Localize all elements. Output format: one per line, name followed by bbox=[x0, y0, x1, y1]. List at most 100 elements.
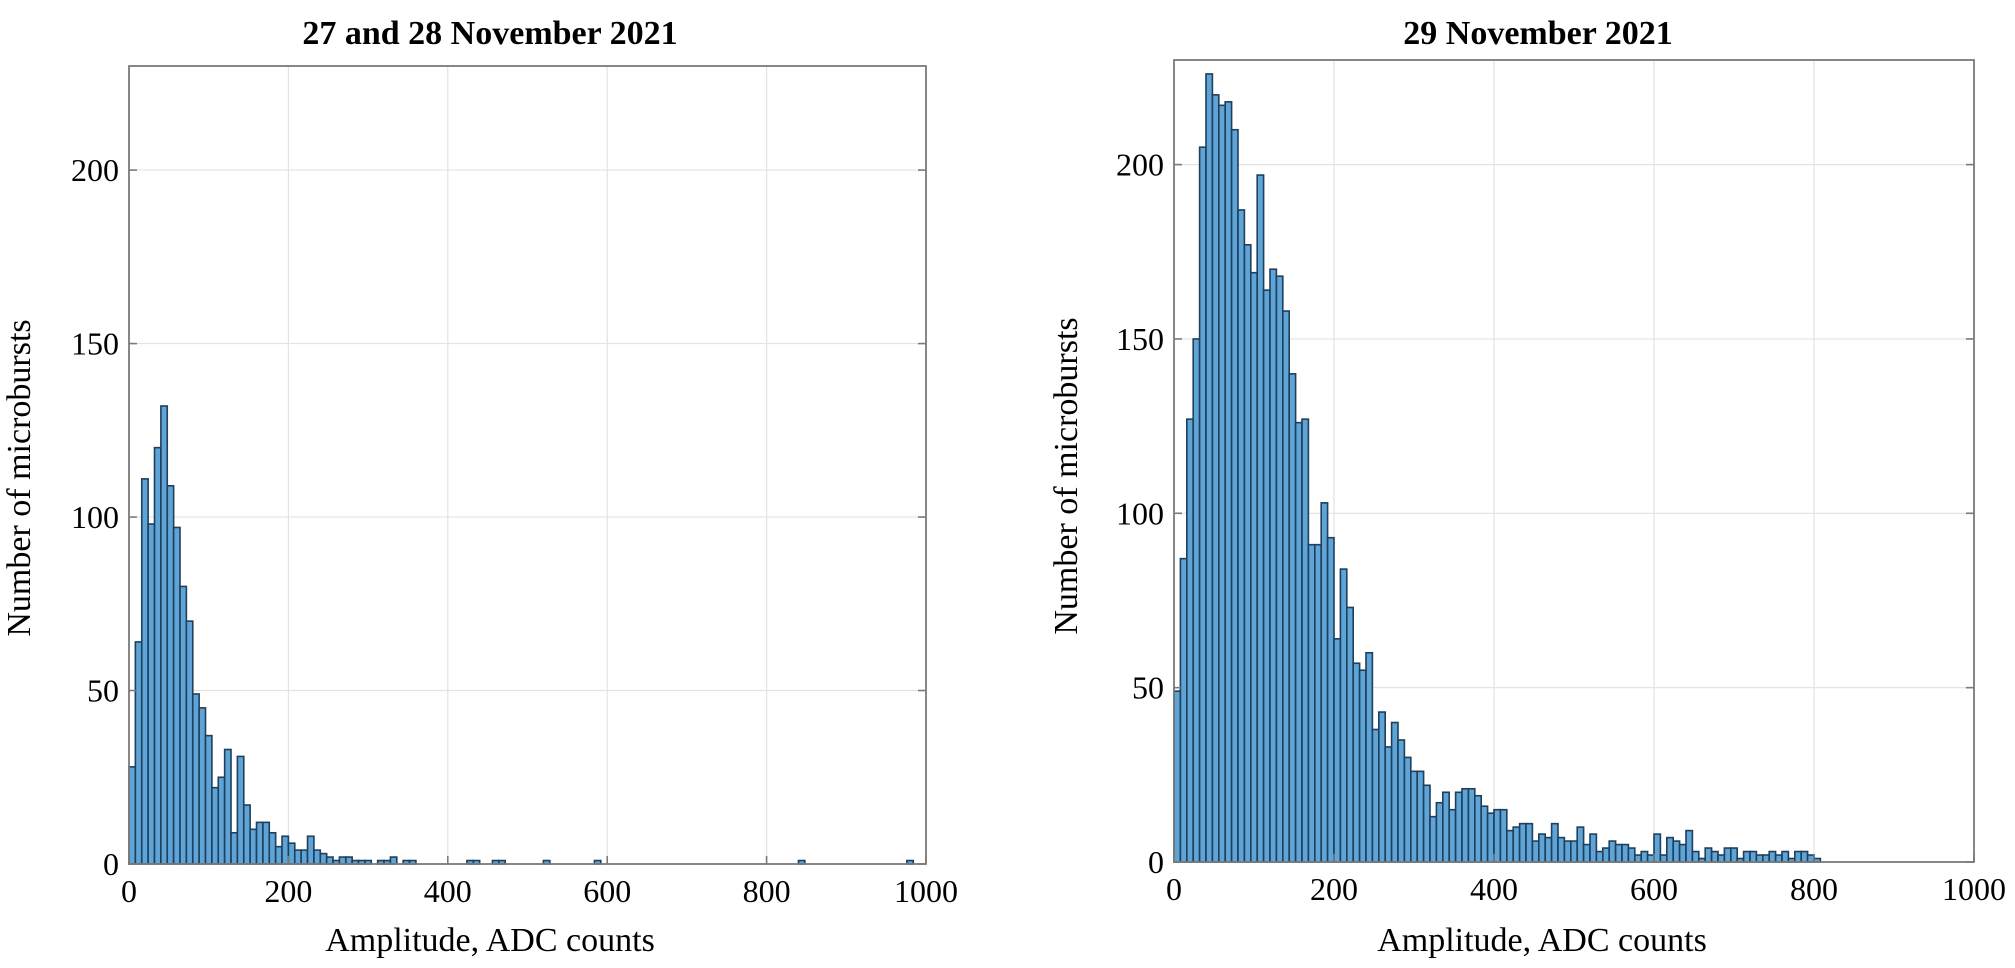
histogram-bar bbox=[1544, 836, 1553, 863]
x-tick-label: 800 bbox=[1790, 871, 1838, 907]
histogram-bar bbox=[1474, 794, 1483, 863]
histogram-bar bbox=[1621, 843, 1630, 863]
histogram-bar bbox=[268, 831, 277, 865]
histogram-bar bbox=[1493, 808, 1502, 863]
histogram-bar bbox=[172, 526, 181, 865]
histogram-bar bbox=[293, 849, 302, 865]
histogram-bar bbox=[1442, 791, 1451, 863]
histogram-bar bbox=[1410, 770, 1419, 863]
histogram-bar bbox=[1186, 418, 1195, 863]
histogram-bar bbox=[1557, 836, 1566, 863]
x-tick-label: 1000 bbox=[894, 873, 958, 909]
histogram-bar bbox=[1294, 421, 1303, 863]
histogram-bar bbox=[1742, 850, 1751, 863]
x-tick-label: 400 bbox=[1470, 871, 1518, 907]
histogram-bar bbox=[1218, 104, 1227, 863]
histogram-bar bbox=[1602, 847, 1611, 863]
histogram-bar bbox=[1243, 244, 1252, 863]
x-tick-label: 200 bbox=[264, 873, 312, 909]
histogram-bar bbox=[134, 641, 143, 865]
histogram-bar bbox=[1198, 146, 1207, 863]
histogram-bar bbox=[1173, 690, 1182, 863]
histogram-bar bbox=[1678, 843, 1687, 863]
histogram-bar bbox=[1640, 850, 1649, 863]
histogram-bar bbox=[1307, 543, 1316, 863]
histogram-bar bbox=[1608, 840, 1617, 863]
histogram-bar bbox=[249, 828, 258, 865]
histogram-bar bbox=[1358, 669, 1367, 863]
histogram-bar bbox=[313, 849, 322, 865]
y-tick-label: 100 bbox=[71, 499, 119, 535]
histogram-bar bbox=[1422, 784, 1431, 863]
histogram-bar bbox=[204, 734, 213, 865]
histogram-bar bbox=[153, 446, 162, 865]
histogram-bar bbox=[1288, 373, 1297, 863]
histogram-bar bbox=[1282, 310, 1291, 863]
histogram-bar bbox=[1397, 739, 1406, 863]
histogram-bar bbox=[1339, 568, 1348, 863]
histogram-bar bbox=[344, 856, 353, 865]
histogram-bar bbox=[287, 842, 296, 865]
histogram-bar bbox=[1691, 850, 1700, 863]
histogram-bar bbox=[262, 821, 271, 865]
histogram-bar bbox=[281, 835, 290, 865]
histogram-bar bbox=[198, 707, 207, 865]
histogram-bar bbox=[185, 620, 194, 865]
histogram-bar bbox=[217, 776, 226, 865]
histogram-bar bbox=[179, 585, 188, 865]
histogram-bar bbox=[255, 821, 264, 865]
x-tick-label: 800 bbox=[743, 873, 791, 909]
histogram-bar bbox=[1448, 808, 1457, 863]
histogram-bar bbox=[1480, 805, 1489, 863]
histogram-bar bbox=[1518, 822, 1527, 863]
histogram-bar bbox=[1371, 728, 1380, 863]
histogram-bar bbox=[1717, 854, 1726, 863]
histogram-bar bbox=[1563, 840, 1572, 863]
histogram-bar bbox=[1749, 850, 1758, 863]
histogram-bar bbox=[1250, 271, 1259, 863]
histogram-bar bbox=[274, 845, 283, 865]
histogram-bar bbox=[1627, 847, 1636, 863]
x-tick-label: 0 bbox=[121, 873, 137, 909]
histogram-bar bbox=[1224, 101, 1233, 863]
chart-title: 29 November 2021 bbox=[1403, 15, 1672, 52]
histogram-bar bbox=[230, 831, 239, 865]
histogram-bar bbox=[1781, 850, 1790, 863]
chart-panel-right: 29 November 2021 0 200 400 600 800 1000 0 50 100… bbox=[1048, 15, 2006, 959]
histogram-bar bbox=[147, 523, 156, 865]
histogram-bar bbox=[1730, 847, 1739, 863]
histogram-bar bbox=[1237, 209, 1246, 863]
chart-title: 27 and 28 November 2021 bbox=[302, 15, 677, 52]
histogram-bar bbox=[325, 856, 334, 865]
histogram-bar bbox=[1582, 843, 1591, 863]
histogram-bar bbox=[1794, 850, 1803, 863]
histogram-bar bbox=[1384, 746, 1393, 863]
y-tick-label: 50 bbox=[1132, 670, 1164, 706]
histogram-bar bbox=[1499, 808, 1508, 863]
plot-frame bbox=[1173, 59, 1975, 863]
y-tick-label: 200 bbox=[71, 152, 119, 188]
histogram-bar bbox=[1486, 812, 1495, 863]
histogram-bar bbox=[1550, 822, 1559, 863]
histogram-bar bbox=[1538, 833, 1547, 863]
x-tick-label: 600 bbox=[583, 873, 631, 909]
histogram-bar bbox=[1429, 815, 1438, 863]
y-axis-label: Number of microbursts bbox=[1048, 317, 1085, 634]
histogram-bar bbox=[306, 835, 315, 865]
histogram-bar bbox=[211, 786, 220, 865]
histogram-bar bbox=[166, 485, 175, 865]
histogram-bar bbox=[1576, 826, 1585, 863]
histogram-bar bbox=[1774, 854, 1783, 863]
x-axis-label: Amplitude, ADC counts bbox=[1377, 922, 1707, 959]
y-tick-label: 150 bbox=[1116, 321, 1164, 357]
histogram-bar bbox=[1704, 847, 1713, 863]
histogram-bar bbox=[1461, 787, 1470, 863]
histogram-bar bbox=[338, 856, 347, 865]
histogram-bar bbox=[1435, 801, 1444, 863]
histogram-bar bbox=[1390, 721, 1399, 863]
histogram-bar bbox=[1365, 651, 1374, 863]
histogram-bar bbox=[140, 478, 149, 865]
histogram-bar bbox=[1346, 606, 1355, 863]
histogram-bar bbox=[1672, 840, 1681, 863]
histogram-bar bbox=[236, 755, 245, 865]
